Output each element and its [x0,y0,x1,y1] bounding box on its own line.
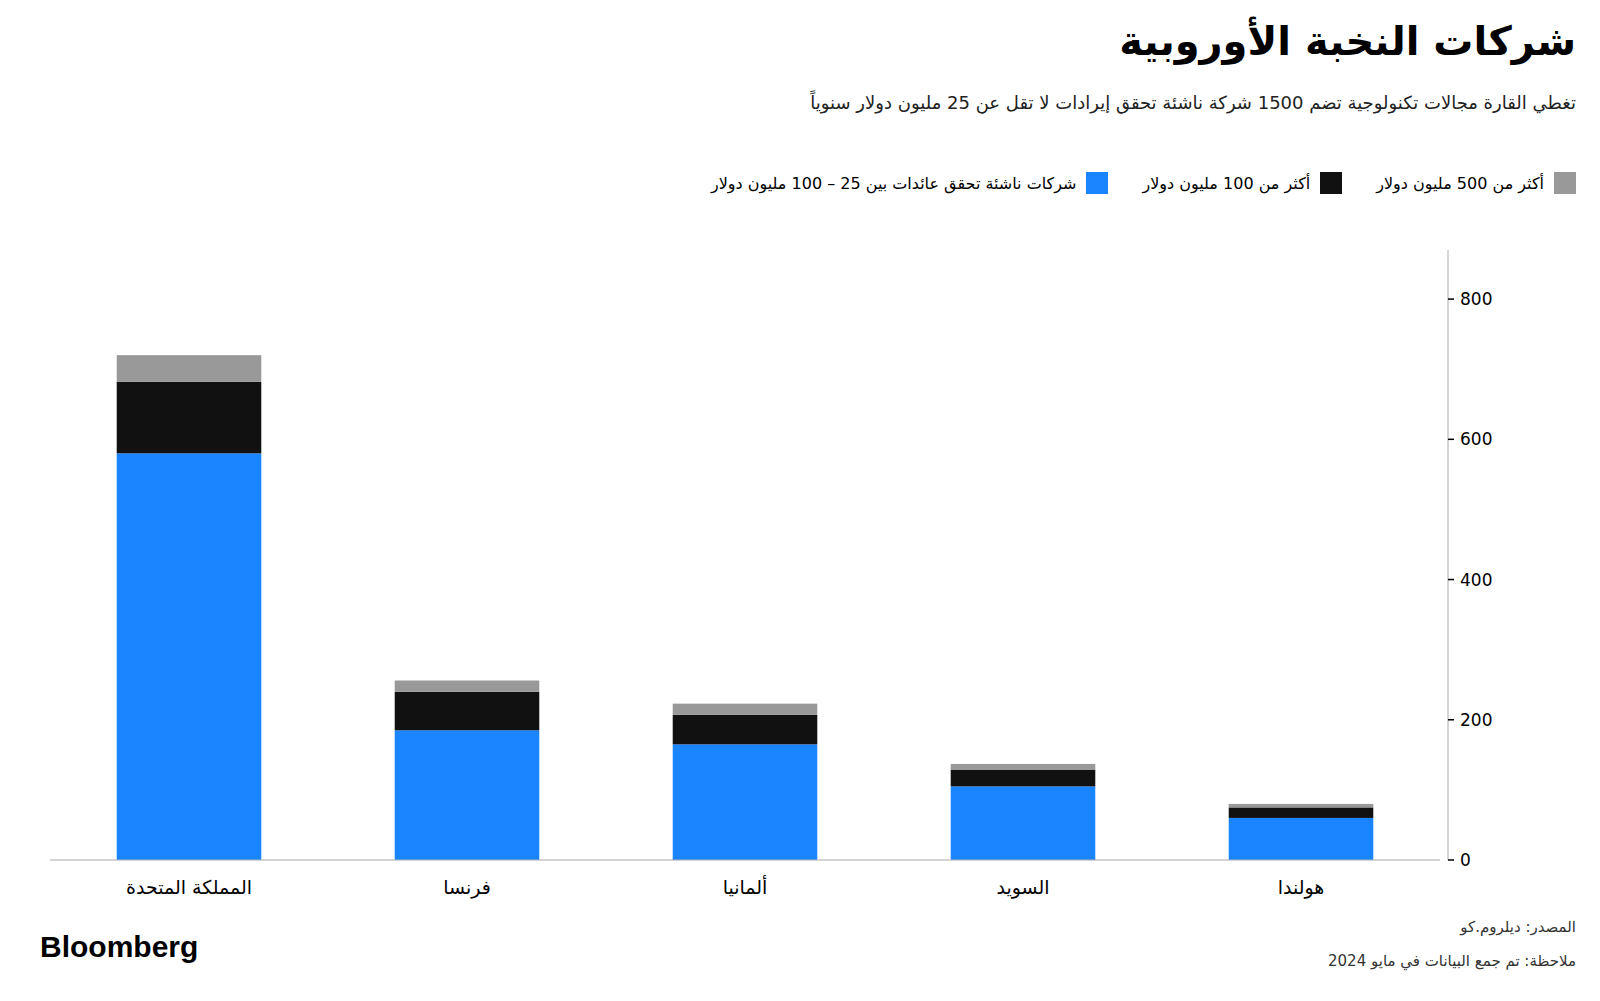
bar [1229,807,1374,818]
bar [1229,804,1374,808]
title: شركات النخبة الأوروبية [1119,18,1576,64]
legend-item: أكثر من 500 مليون دولار [1376,172,1576,194]
bar [117,355,262,382]
bar [1229,818,1374,860]
x-tick-label: المملكة المتحدة [126,876,252,898]
x-axis [50,860,1440,861]
bar [673,704,818,715]
chart: المملكة المتحدة فرنسا ألمانيا السويد هولندا 0… [0,0,1600,1001]
bar [951,786,1096,860]
x-tick-label: السويد [996,876,1049,899]
legend-item: أكثر من 100 مليون دولار [1142,172,1342,194]
x-tick-label: هولندا [1278,876,1325,899]
legend-swatch [1320,172,1342,194]
legend-swatch [1554,172,1576,194]
bar [395,681,540,692]
source: المصدر: ديلروم.كو [1460,918,1576,936]
y-tick-label: 600 [1460,429,1492,449]
legend: أكثر من 500 مليون دولار أكثر من 100 مليون… [711,172,1576,194]
y-tick [1448,298,1454,300]
bar [117,382,262,454]
y-tick-label: 200 [1460,710,1492,730]
bar [395,692,540,731]
x-tick-label: فرنسا [443,876,491,899]
y-tick [1448,859,1454,861]
y-tick [1448,719,1454,721]
y-tick [1448,579,1454,581]
bar [117,453,262,860]
bars [117,355,1374,860]
bar [951,764,1096,770]
legend-label: شركات ناشئة تحقق عائدات بين 25 – 100 ملي… [711,174,1077,193]
legend-item: شركات ناشئة تحقق عائدات بين 25 – 100 ملي… [711,172,1109,194]
bar [673,715,818,744]
bar [395,730,540,860]
subtitle: تغطي القارة مجالات تكنولوجية تضم 1500 شر… [810,92,1576,113]
bar [951,770,1096,787]
x-tick-label: ألمانيا [723,875,768,898]
bar [673,744,818,860]
legend-label: أكثر من 500 مليون دولار [1376,174,1544,193]
legend-swatch [1086,172,1108,194]
note: ملاحظة: تم جمع البيانات في مايو 2024 [1328,952,1576,970]
brand: Bloomberg [40,930,198,964]
legend-label: أكثر من 100 مليون دولار [1142,174,1310,193]
y-tick-label: 400 [1460,570,1492,590]
y-tick-label: 800 [1460,289,1492,309]
y-axis [1448,250,1449,860]
y-tick-label: 0 [1460,850,1471,870]
y-tick [1448,439,1454,441]
